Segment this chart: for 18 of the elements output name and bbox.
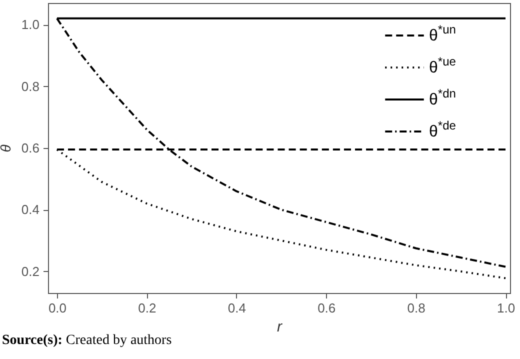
y-tick-label: 0.2 (21, 264, 40, 279)
x-tick-label: 0.2 (138, 300, 156, 316)
y-tick-label: 1.0 (21, 17, 40, 32)
x-tick-label: 0.6 (318, 300, 336, 316)
legend-label: θ$^{*dn}$ (429, 86, 456, 108)
legend-label: θ$^{*de}$ (429, 118, 456, 140)
y-tick-label: 0.6 (21, 140, 40, 156)
legend-label: θ$^{*un}$ (429, 22, 456, 44)
x-tick-label: 1.0 (496, 300, 516, 316)
x-tick-label: 0.0 (48, 300, 67, 316)
x-axis-title: r (277, 318, 283, 336)
x-tick-label: 0.8 (407, 300, 426, 316)
y-tick-label: 0.8 (21, 78, 40, 94)
legend-label: θ$^{*ue}$ (429, 54, 456, 76)
x-tick-label: 0.4 (228, 300, 246, 316)
source-note: Source(s): Created by authors (2, 333, 172, 349)
y-tick-label: 0.4 (21, 202, 40, 218)
y-axis-title: θ (0, 144, 14, 152)
